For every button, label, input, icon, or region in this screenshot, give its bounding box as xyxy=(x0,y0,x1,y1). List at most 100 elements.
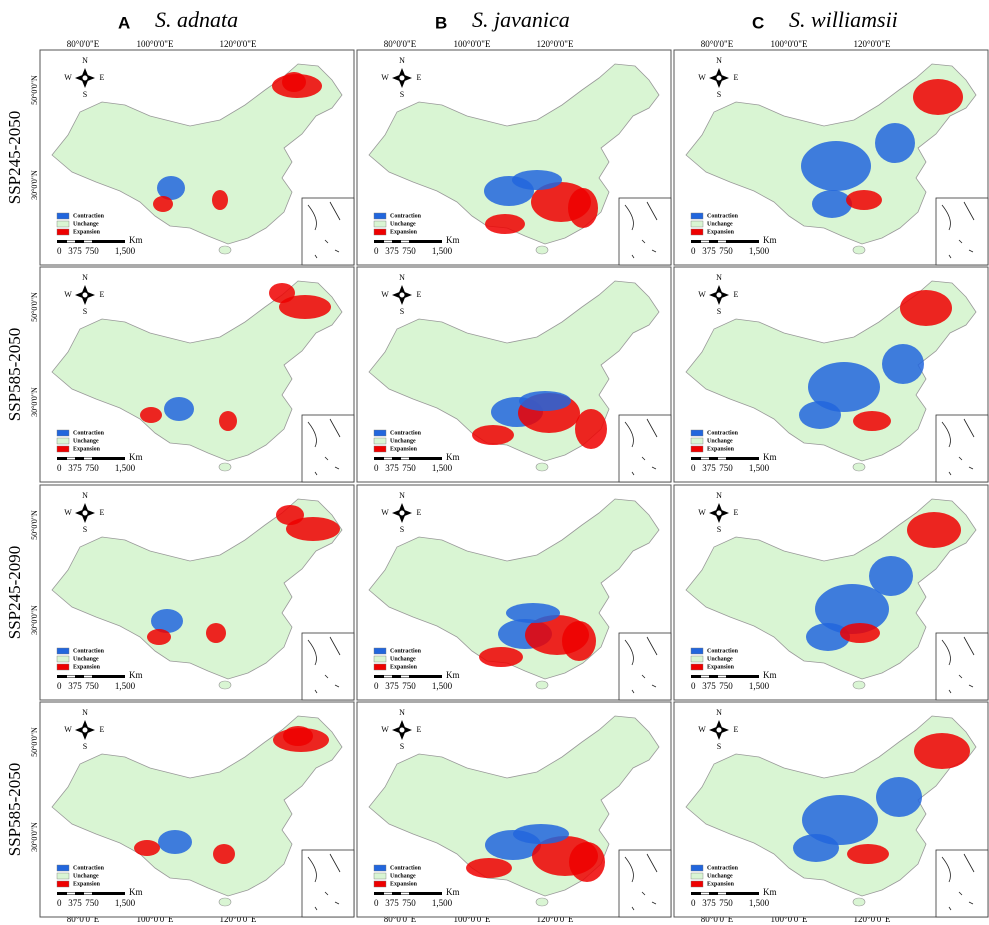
legend-swatch xyxy=(691,881,703,887)
scale-tick-label: 375 xyxy=(385,246,399,256)
range-change-area xyxy=(479,647,523,667)
compass-letter: E xyxy=(734,290,739,299)
legend-swatch xyxy=(691,438,703,444)
range-change-area xyxy=(799,401,841,429)
longitude-label: 100°0'0"E xyxy=(771,39,808,49)
legend-swatch xyxy=(374,221,386,227)
scale-tick-label: 750 xyxy=(402,463,416,473)
scale-tick-label: 750 xyxy=(85,463,99,473)
inset-frame xyxy=(936,633,988,700)
compass-letter: E xyxy=(417,725,422,734)
latitude-label: 30°0'0"N xyxy=(30,605,39,635)
compass-letter: W xyxy=(64,73,72,82)
scale-tick-label: 1,500 xyxy=(115,681,136,691)
scale-tick-label: 0 xyxy=(374,463,379,473)
scale-tick-label: 750 xyxy=(85,898,99,908)
range-change-area xyxy=(466,858,512,878)
range-change-area xyxy=(869,556,913,596)
scale-tick-label: 1,500 xyxy=(432,898,453,908)
scale-tick-label: 375 xyxy=(385,463,399,473)
latitude-label: 50°0'0"N xyxy=(30,727,39,757)
compass-letter: N xyxy=(82,708,88,717)
compass-letter: W xyxy=(698,73,706,82)
range-change-area xyxy=(276,505,304,525)
legend-swatch xyxy=(691,221,703,227)
legend-swatch xyxy=(57,664,69,670)
range-change-area xyxy=(513,824,569,844)
scale-tick-label: 750 xyxy=(719,463,733,473)
species-name: S. williamsii xyxy=(789,7,898,32)
scale-tick-label: 0 xyxy=(374,681,379,691)
compass-center xyxy=(399,727,405,733)
scale-bar-gap xyxy=(701,458,709,460)
scale-tick-label: 375 xyxy=(702,681,716,691)
range-change-area xyxy=(793,834,839,862)
compass-letter: W xyxy=(64,508,72,517)
compass-letter: N xyxy=(82,56,88,65)
panel-letter: A xyxy=(118,13,130,32)
scale-unit: Km xyxy=(446,670,460,680)
compass-letter: E xyxy=(734,508,739,517)
inset-frame xyxy=(936,415,988,482)
compass-center xyxy=(716,727,722,733)
compass-center xyxy=(399,75,405,81)
scale-unit: Km xyxy=(763,452,777,462)
map-panel: NSWEContractionUnchangeExpansionKm037575… xyxy=(674,50,988,265)
row-label: SSP245-2090 xyxy=(5,546,24,640)
map-panel: NSWEContractionUnchangeExpansionKm037575… xyxy=(357,702,671,917)
range-change-area xyxy=(913,79,963,115)
legend-swatch xyxy=(691,446,703,452)
range-change-area xyxy=(801,141,871,191)
scale-tick-label: 1,500 xyxy=(749,681,770,691)
compass-letter: E xyxy=(417,73,422,82)
compass-letter: E xyxy=(417,508,422,517)
hainan xyxy=(853,898,865,906)
scale-bar-gap xyxy=(384,241,392,243)
scale-bar-gap xyxy=(718,893,726,895)
range-change-area xyxy=(900,290,952,326)
scale-tick-label: 0 xyxy=(691,681,696,691)
scale-tick-label: 375 xyxy=(702,898,716,908)
legend-label: Expansion xyxy=(390,446,418,452)
legend-label: Expansion xyxy=(390,229,418,235)
inset-frame xyxy=(619,198,671,265)
longitude-label: 80°0'0"E xyxy=(67,39,100,49)
latitude-label: 50°0'0"N xyxy=(30,510,39,540)
scale-tick-label: 1,500 xyxy=(432,246,453,256)
hainan xyxy=(219,246,231,254)
scale-tick-label: 750 xyxy=(402,246,416,256)
scale-tick-label: 0 xyxy=(57,681,62,691)
range-change-area xyxy=(158,830,192,854)
scale-unit: Km xyxy=(446,235,460,245)
compass-letter: E xyxy=(100,290,105,299)
scale-bar-gap xyxy=(401,241,409,243)
legend-swatch xyxy=(691,229,703,235)
scale-bar-gap xyxy=(84,893,92,895)
legend-swatch xyxy=(57,213,69,219)
scale-tick-label: 1,500 xyxy=(749,898,770,908)
compass-letter: S xyxy=(400,525,404,534)
scale-tick-label: 0 xyxy=(374,898,379,908)
scale-tick-label: 1,500 xyxy=(749,463,770,473)
legend-swatch xyxy=(57,438,69,444)
map-panel: NSWEContractionUnchangeExpansionKm037575… xyxy=(40,702,354,917)
compass-letter: S xyxy=(717,742,721,751)
range-change-area xyxy=(875,123,915,163)
scale-tick-label: 1,500 xyxy=(115,246,136,256)
legend-label: Expansion xyxy=(707,881,735,887)
range-change-area xyxy=(812,190,852,218)
row-label: SSP585-2050 xyxy=(5,763,24,857)
scale-tick-label: 1,500 xyxy=(115,898,136,908)
longitude-label: 120°0'0"E xyxy=(220,39,257,49)
hainan xyxy=(219,898,231,906)
row-label: SSP245-2050 xyxy=(5,111,24,205)
scale-tick-label: 0 xyxy=(691,246,696,256)
inset-frame xyxy=(936,850,988,917)
compass-letter: E xyxy=(734,73,739,82)
scale-tick-label: 0 xyxy=(57,898,62,908)
longitude-label: 100°0'0"E xyxy=(454,39,491,49)
legend-label: Contraction xyxy=(390,865,422,871)
compass-center xyxy=(82,510,88,516)
scale-bar-gap xyxy=(84,241,92,243)
compass-letter: N xyxy=(399,708,405,717)
